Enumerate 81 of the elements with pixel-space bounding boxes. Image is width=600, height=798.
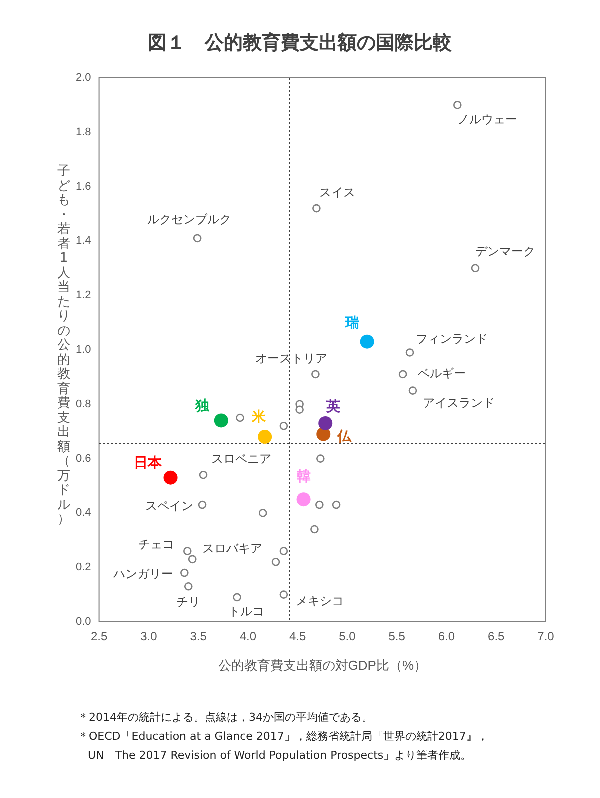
point bbox=[193, 234, 202, 243]
y-tick-label: 0.4 bbox=[76, 507, 92, 520]
annotation: メキシコ bbox=[296, 594, 344, 608]
annotation: チリ bbox=[176, 594, 201, 609]
point bbox=[183, 547, 192, 556]
x-axis-title: 公的教育費支出額の対GDP比（%） bbox=[218, 658, 428, 673]
series-label: 日本 bbox=[134, 455, 163, 472]
x-tick-label: 5.0 bbox=[339, 630, 356, 644]
annotation: アイスランド bbox=[422, 396, 495, 410]
annotation: オーストリア bbox=[256, 352, 328, 366]
x-tick-label: 7.0 bbox=[538, 630, 555, 644]
annotation: ハンガリー bbox=[112, 567, 174, 582]
y-tick-label: 1.6 bbox=[76, 180, 92, 193]
series-label: 瑞 bbox=[344, 315, 360, 332]
point bbox=[360, 334, 374, 349]
annotation: デンマーク bbox=[476, 244, 536, 259]
annotation: ベルギー bbox=[418, 366, 466, 381]
point bbox=[454, 101, 462, 110]
point bbox=[180, 568, 189, 578]
y-tick-label: 1.8 bbox=[76, 126, 92, 138]
y-tick-label: 0.8 bbox=[76, 398, 92, 410]
point bbox=[258, 509, 268, 518]
point bbox=[280, 547, 288, 556]
y-tick-label: 1.2 bbox=[76, 290, 92, 302]
y-tick-label: 0.0 bbox=[76, 616, 92, 628]
annotation: スイス bbox=[320, 186, 356, 200]
annotation: スロバキア bbox=[202, 542, 263, 556]
series-label: 英 bbox=[326, 399, 341, 416]
annotation: スロベニア bbox=[212, 452, 272, 466]
x-tick-label: 3.5 bbox=[190, 630, 208, 644]
x-tick-label: 6.0 bbox=[438, 630, 456, 644]
text: 子ども・若者1人当たりの公的教育費支出額（万ドル） bbox=[58, 164, 70, 527]
x-tick-label: 6.5 bbox=[488, 630, 506, 644]
annotation: ルクセンブルク bbox=[148, 212, 232, 227]
point bbox=[398, 370, 408, 379]
point bbox=[316, 500, 324, 510]
point bbox=[184, 582, 193, 591]
series-label: 独 bbox=[194, 398, 210, 414]
series-label: 米 bbox=[251, 410, 268, 426]
chart-title: 図１ 公的教育費支出額の国際比較 bbox=[147, 31, 453, 56]
text: ＊2014年の統計による。点線は，34か国の平均値である。 bbox=[78, 710, 374, 726]
annotation: フィンランド bbox=[416, 332, 488, 346]
point bbox=[312, 204, 321, 213]
point bbox=[296, 406, 304, 414]
point bbox=[471, 264, 480, 273]
annotation: ノルウェー bbox=[458, 112, 518, 126]
y-tick-label: 1.0 bbox=[76, 344, 92, 356]
point bbox=[198, 500, 207, 510]
x-tick-label: 3.0 bbox=[140, 630, 158, 644]
x-tick-label: 2.5 bbox=[90, 630, 108, 644]
point bbox=[236, 414, 244, 422]
annotation: トルコ bbox=[228, 604, 264, 619]
point bbox=[272, 558, 280, 566]
point bbox=[406, 348, 414, 357]
annotation: チェコ bbox=[138, 537, 175, 552]
point bbox=[199, 470, 208, 480]
series-label: 韓 bbox=[296, 469, 311, 486]
point bbox=[258, 430, 272, 444]
x-tick-label: 4.0 bbox=[240, 630, 257, 644]
point bbox=[310, 525, 319, 534]
text: ＊OECD「Education at a Glance 2017」，総務省統計局『世界の統計2017』，UN「The 2017 Revision of World Population Prospects」より筆者作成。 bbox=[78, 729, 490, 764]
annotation: スペイン bbox=[146, 499, 194, 514]
y-tick-label: 0.6 bbox=[76, 452, 92, 465]
point bbox=[280, 422, 288, 430]
y-tick-label: 0.2 bbox=[76, 562, 92, 574]
x-tick-label: 5.5 bbox=[388, 630, 406, 644]
y-tick-label: 1.4 bbox=[76, 235, 92, 248]
point bbox=[233, 593, 242, 602]
point bbox=[280, 590, 288, 599]
point bbox=[164, 470, 178, 485]
point bbox=[296, 492, 311, 507]
point bbox=[316, 454, 325, 463]
series-label: 仏 bbox=[336, 428, 353, 445]
point bbox=[214, 414, 228, 428]
point bbox=[408, 386, 418, 395]
point bbox=[318, 416, 333, 430]
point bbox=[312, 370, 320, 379]
point bbox=[332, 500, 341, 510]
y-tick-label: 2.0 bbox=[76, 72, 92, 84]
x-tick-label: 4.5 bbox=[289, 630, 306, 644]
point bbox=[188, 555, 197, 564]
